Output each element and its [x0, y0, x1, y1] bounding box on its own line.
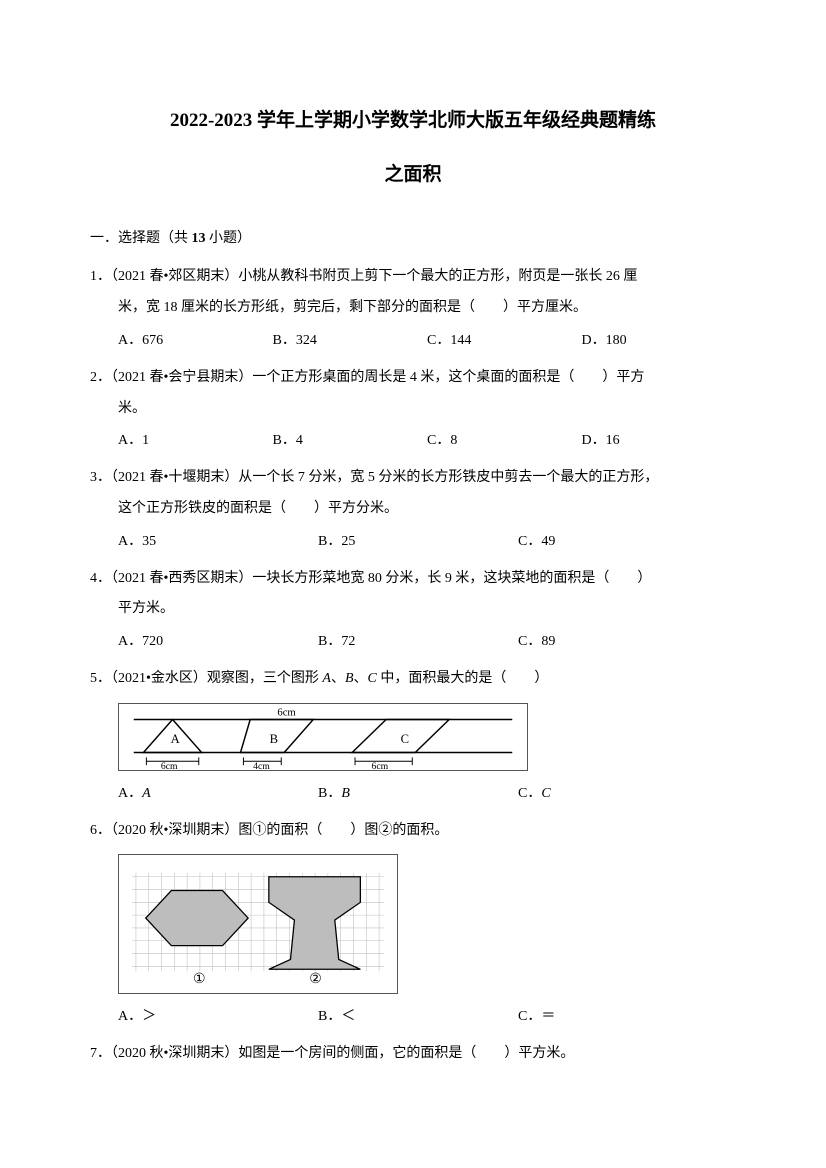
q2-line2: 米。	[90, 394, 736, 425]
q6-optB[interactable]: B．＜	[318, 1002, 518, 1033]
question-4: 4．（2021 春•西秀区期末）一块长方形菜地宽 80 分米，长 9 米，这块菜…	[90, 564, 736, 658]
q5-A: A	[322, 671, 331, 686]
q5-B: B	[345, 671, 354, 686]
q1-optD[interactable]: D．180	[582, 326, 737, 357]
q5-C: C	[368, 671, 377, 686]
q5-m2: 、	[354, 671, 368, 686]
q3-line2: 这个正方形铁皮的面积是（ ）平方分米。	[90, 494, 736, 525]
q5-optB[interactable]: B．B	[318, 779, 518, 810]
q5-m1: 、	[331, 671, 345, 686]
q5-pre: 5．（2021•金水区）观察图，三个图形	[90, 671, 322, 686]
q1-options: A．676 B．324 C．144 D．180	[90, 326, 736, 357]
label-B: B	[270, 732, 278, 746]
q1-line2: 米，宽 18 厘米的长方形纸，剪完后，剩下部分的面积是（ ）平方厘米。	[90, 293, 736, 324]
q5-line1: 5．（2021•金水区）观察图，三个图形 A、B、C 中，面积最大的是（ ）	[90, 664, 736, 695]
q6-line1: 6．（2020 秋•深圳期末）图①的面积（ ）图②的面积。	[90, 816, 736, 847]
label-C: C	[401, 732, 409, 746]
q5-optC[interactable]: C．C	[518, 779, 670, 810]
q5-optA[interactable]: A．A	[118, 779, 318, 810]
q3-optB[interactable]: B．25	[318, 527, 518, 558]
label-B-4cm: 4cm	[253, 761, 270, 770]
q4-optA[interactable]: A．720	[118, 627, 318, 658]
q2-line1: 2．（2021 春•会宁县期末）一个正方形桌面的周长是 4 米，这个桌面的面积是…	[90, 363, 736, 394]
hexagon-shape	[146, 891, 248, 946]
q2-optB[interactable]: B．4	[273, 426, 428, 457]
q6-figure: ① ②	[118, 854, 398, 994]
title-main: 2022-2023 学年上学期小学数学北师大版五年级经典题精练	[90, 100, 736, 142]
section-count: 13	[192, 231, 206, 246]
label-C-6cm: 6cm	[372, 761, 389, 770]
q6-options: A．＞ B．＜ C．＝	[90, 1002, 670, 1033]
q1-optC[interactable]: C．144	[427, 326, 582, 357]
pedestal-shape	[269, 877, 361, 970]
label-A: A	[171, 732, 181, 746]
label-top6: 6cm	[277, 706, 296, 718]
q7-line1: 7．（2020 秋•深圳期末）如图是一个房间的侧面，它的面积是（ ）平方米。	[90, 1039, 736, 1070]
q6-label1: ①	[193, 971, 205, 986]
q4-optC[interactable]: C．89	[518, 627, 670, 658]
q6-label2: ②	[309, 971, 321, 986]
q4-line2: 平方米。	[90, 594, 736, 625]
question-6: 6．（2020 秋•深圳期末）图①的面积（ ）图②的面积。 ①	[90, 816, 736, 1034]
q5-figure: A 6cm B C 6cm 4cm 6cm	[118, 703, 528, 771]
q5-post: 中，面积最大的是（ ）	[377, 671, 549, 686]
title-sub: 之面积	[90, 154, 736, 196]
q4-line1: 4．（2021 春•西秀区期末）一块长方形菜地宽 80 分米，长 9 米，这块菜…	[90, 564, 736, 595]
section-suffix: 小题）	[206, 231, 252, 246]
q2-optD[interactable]: D．16	[582, 426, 737, 457]
question-5: 5．（2021•金水区）观察图，三个图形 A、B、C 中，面积最大的是（ ） A…	[90, 664, 736, 810]
question-1: 1．（2021 春•郊区期末）小桃从教科书附页上剪下一个最大的正方形，附页是一张…	[90, 262, 736, 356]
q5-options: A．A B．B C．C	[90, 779, 670, 810]
question-3: 3．（2021 春•十堰期末）从一个长 7 分米，宽 5 分米的长方形铁皮中剪去…	[90, 463, 736, 557]
q2-options: A．1 B．4 C．8 D．16	[90, 426, 736, 457]
q1-optB[interactable]: B．324	[273, 326, 428, 357]
q2-optA[interactable]: A．1	[118, 426, 273, 457]
q6-optA[interactable]: A．＞	[118, 1002, 318, 1033]
q3-optA[interactable]: A．35	[118, 527, 318, 558]
q3-optC[interactable]: C．49	[518, 527, 670, 558]
question-7: 7．（2020 秋•深圳期末）如图是一个房间的侧面，它的面积是（ ）平方米。	[90, 1039, 736, 1070]
q6-svg: ① ②	[125, 861, 391, 987]
section-header: 一．选择题（共 13 小题）	[90, 224, 736, 255]
q5-svg: A 6cm B C 6cm 4cm 6cm	[119, 704, 527, 770]
q3-line1: 3．（2021 春•十堰期末）从一个长 7 分米，宽 5 分米的长方形铁皮中剪去…	[90, 463, 736, 494]
q4-optB[interactable]: B．72	[318, 627, 518, 658]
question-2: 2．（2021 春•会宁县期末）一个正方形桌面的周长是 4 米，这个桌面的面积是…	[90, 363, 736, 457]
q2-optC[interactable]: C．8	[427, 426, 582, 457]
q1-line1: 1．（2021 春•郊区期末）小桃从教科书附页上剪下一个最大的正方形，附页是一张…	[90, 262, 736, 293]
section-prefix: 一．选择题（共	[90, 231, 192, 246]
q6-optC[interactable]: C．＝	[518, 1002, 670, 1033]
q3-options: A．35 B．25 C．49	[90, 527, 670, 558]
q1-optA[interactable]: A．676	[118, 326, 273, 357]
label-A-6cm: 6cm	[161, 761, 178, 770]
q4-options: A．720 B．72 C．89	[90, 627, 670, 658]
